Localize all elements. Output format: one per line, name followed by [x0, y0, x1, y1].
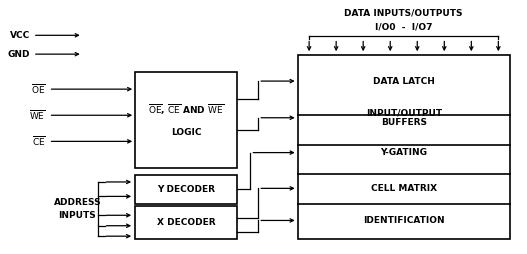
Text: CELL MATRIX: CELL MATRIX — [370, 184, 437, 193]
Text: INPUTS: INPUTS — [58, 211, 96, 220]
Text: DATA LATCH: DATA LATCH — [373, 76, 435, 86]
Text: $\overline{\rm CE}$: $\overline{\rm CE}$ — [32, 134, 46, 148]
Text: INPUT/OUTPUT
BUFFERS: INPUT/OUTPUT BUFFERS — [366, 108, 442, 128]
Text: ADDRESS: ADDRESS — [54, 198, 101, 207]
Text: Y DECODER: Y DECODER — [157, 185, 215, 194]
Bar — [135, 72, 237, 168]
Text: IDENTIFICATION: IDENTIFICATION — [363, 216, 445, 225]
Text: VCC: VCC — [10, 31, 30, 40]
Bar — [135, 175, 237, 204]
Text: $\overline{\rm OE}$, $\overline{\rm CE}$ AND $\overline{\rm WE}$: $\overline{\rm OE}$, $\overline{\rm CE}$… — [148, 103, 225, 117]
Text: Y-GATING: Y-GATING — [380, 148, 427, 157]
Text: GND: GND — [8, 50, 30, 59]
Bar — [298, 55, 510, 239]
Text: $\overline{\rm OE}$: $\overline{\rm OE}$ — [31, 82, 46, 96]
Text: LOGIC: LOGIC — [171, 128, 201, 137]
Text: DATA INPUTS/OUTPUTS: DATA INPUTS/OUTPUTS — [345, 8, 463, 17]
Text: $\overline{\rm WE}$: $\overline{\rm WE}$ — [30, 108, 46, 122]
Text: X DECODER: X DECODER — [157, 218, 216, 227]
Text: I/O0  -  I/O7: I/O0 - I/O7 — [375, 22, 433, 31]
Bar — [135, 206, 237, 239]
